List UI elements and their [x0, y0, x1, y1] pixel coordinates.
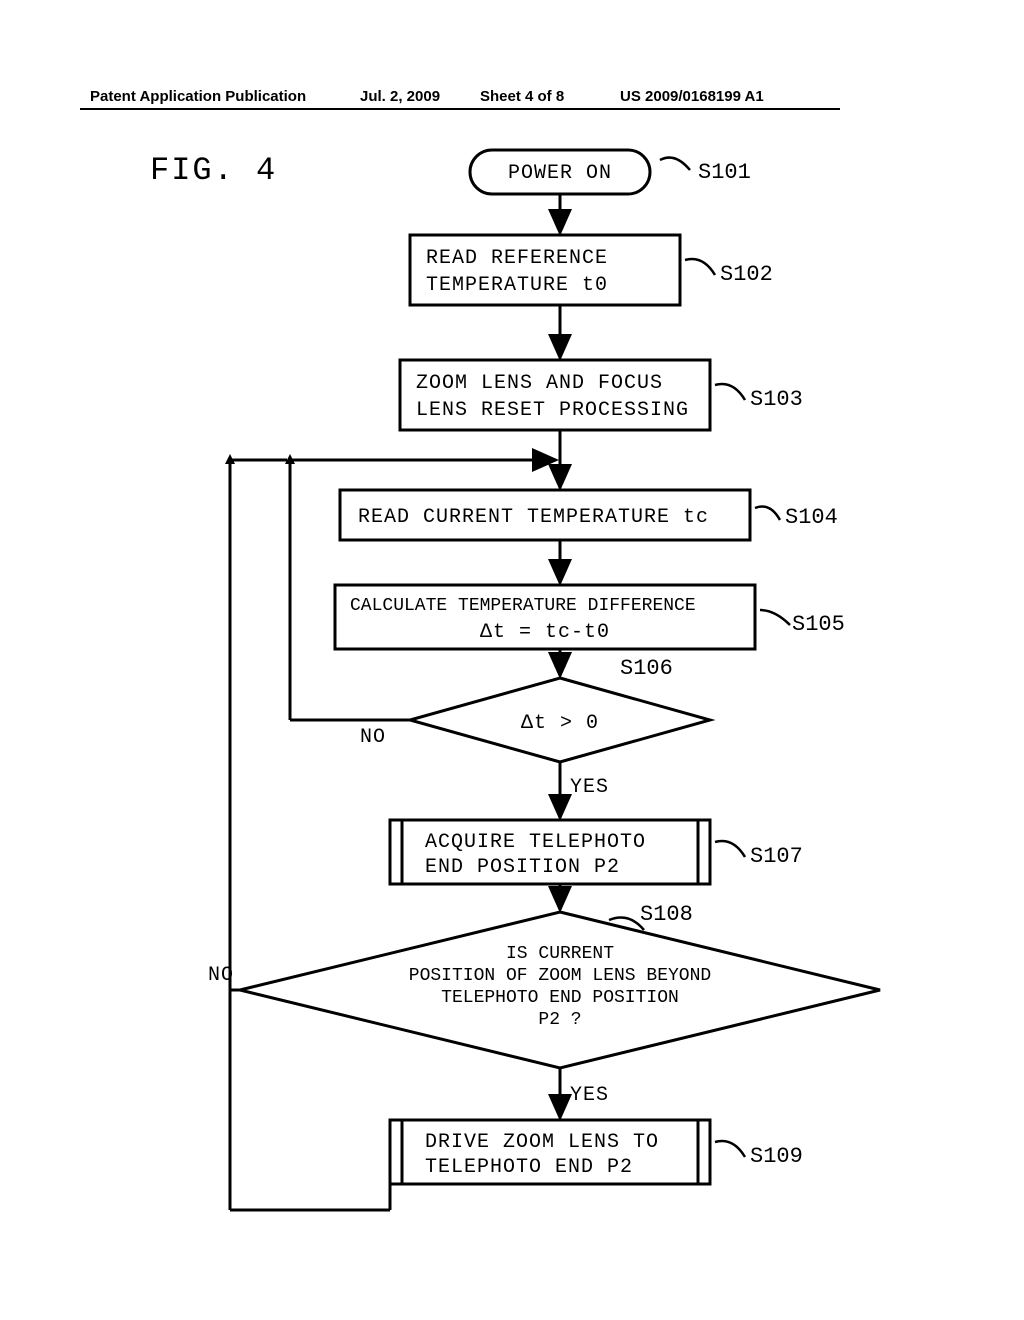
header-sheet: Sheet 4 of 8	[480, 88, 564, 105]
svg-text:IS CURRENT: IS CURRENT	[506, 944, 614, 964]
label-s101: S101	[698, 160, 751, 185]
node-s104: READ CURRENT TEMPERATURE tc	[340, 490, 750, 540]
svg-text:ACQUIRE TELEPHOTO: ACQUIRE TELEPHOTO	[425, 831, 646, 854]
node-s103: ZOOM LENS AND FOCUS LENS RESET PROCESSIN…	[400, 360, 710, 430]
svg-text:POWER ON: POWER ON	[508, 162, 612, 185]
header-date: Jul. 2, 2009	[360, 88, 440, 105]
svg-text:P2 ?: P2 ?	[538, 1010, 581, 1030]
node-s109: DRIVE ZOOM LENS TO TELEPHOTO END P2	[390, 1120, 710, 1184]
node-s106: Δt > 0	[410, 678, 710, 762]
header-rule	[80, 108, 840, 110]
svg-text:TEMPERATURE t0: TEMPERATURE t0	[426, 274, 608, 297]
svg-text:POSITION OF ZOOM LENS BEYOND: POSITION OF ZOOM LENS BEYOND	[409, 966, 711, 986]
svg-text:Δt = tc-t0: Δt = tc-t0	[480, 621, 610, 644]
svg-text:TELEPHOTO END POSITION: TELEPHOTO END POSITION	[441, 988, 679, 1008]
node-s102: READ REFERENCE TEMPERATURE t0	[410, 235, 680, 305]
svg-text:TELEPHOTO END P2: TELEPHOTO END P2	[425, 1156, 633, 1179]
label-s106: S106	[620, 656, 673, 681]
svg-text:CALCULATE TEMPERATURE DIFFEREN: CALCULATE TEMPERATURE DIFFERENCE	[350, 596, 696, 616]
svg-text:DRIVE ZOOM LENS TO: DRIVE ZOOM LENS TO	[425, 1131, 659, 1154]
flowchart-svg: POWER ON S101 READ REFERENCE TEMPERATURE…	[80, 120, 980, 1300]
s106-yes-text: YES	[570, 776, 609, 799]
s108-yes-text: YES	[570, 1084, 609, 1107]
s106-no-text: NO	[360, 726, 386, 749]
header-publication: Patent Application Publication	[90, 88, 306, 105]
svg-text:END POSITION P2: END POSITION P2	[425, 856, 620, 879]
svg-text:LENS RESET PROCESSING: LENS RESET PROCESSING	[416, 399, 689, 422]
svg-text:ZOOM LENS AND FOCUS: ZOOM LENS AND FOCUS	[416, 372, 663, 395]
label-s103: S103	[750, 387, 803, 412]
node-s101: POWER ON	[470, 150, 650, 194]
s108-no-text: NO	[208, 964, 234, 987]
label-s107: S107	[750, 844, 803, 869]
svg-text:Δt > 0: Δt > 0	[521, 712, 599, 735]
label-s105: S105	[792, 612, 845, 637]
svg-text:READ REFERENCE: READ REFERENCE	[426, 247, 608, 270]
header-pubno: US 2009/0168199 A1	[620, 88, 764, 105]
node-s107: ACQUIRE TELEPHOTO END POSITION P2	[390, 820, 710, 884]
node-s105: CALCULATE TEMPERATURE DIFFERENCE Δt = tc…	[335, 585, 755, 649]
label-s104: S104	[785, 505, 838, 530]
node-s108: IS CURRENT POSITION OF ZOOM LENS BEYOND …	[240, 912, 880, 1068]
label-s108: S108	[640, 902, 693, 927]
svg-text:READ CURRENT TEMPERATURE tc: READ CURRENT TEMPERATURE tc	[358, 506, 709, 529]
label-s109: S109	[750, 1144, 803, 1169]
label-s102: S102	[720, 262, 773, 287]
